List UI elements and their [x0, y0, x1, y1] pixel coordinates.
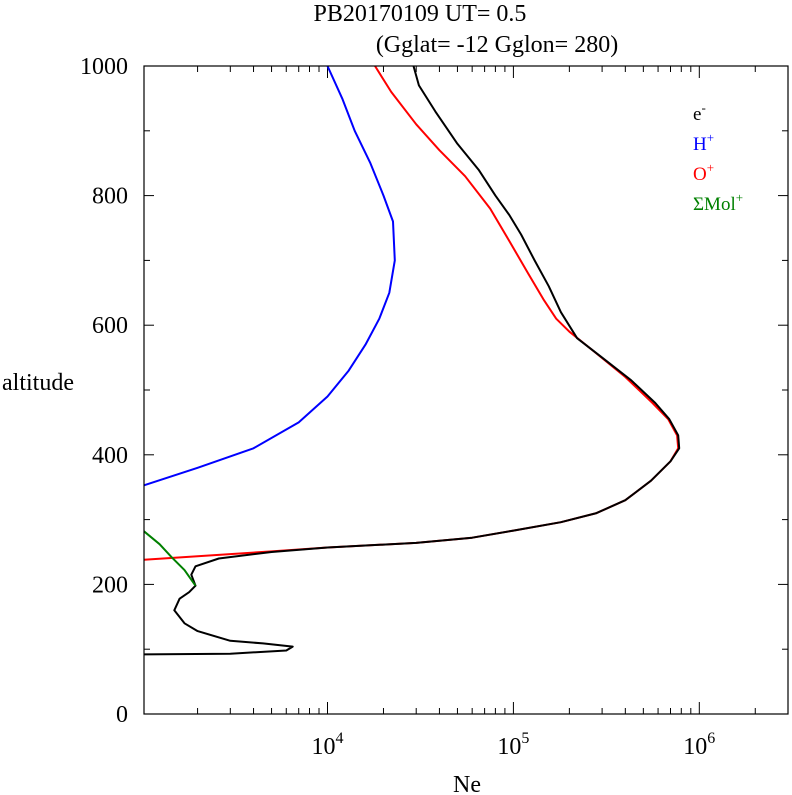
x-axis-label: Ne: [453, 772, 481, 795]
legend: e- H+ O+ ΣMol+: [693, 100, 743, 215]
x-tick-label: 106: [683, 730, 715, 760]
series-line: [143, 65, 681, 656]
series-line: [143, 65, 396, 487]
y-axis-label: altitude: [2, 370, 74, 396]
chart-subtitle: (Gglat= -12 Gglon= 280): [376, 32, 618, 58]
y-tick-label: 0: [116, 702, 128, 728]
axis-ticks: [144, 65, 789, 715]
legend-entry: ΣMol+: [693, 190, 743, 215]
series-line: [143, 65, 680, 561]
y-tick-label: 800: [92, 184, 128, 210]
y-tick-label: 200: [92, 572, 128, 598]
y-tick-labels: 0 200 400 600 800 1000: [80, 54, 128, 728]
x-tick-label: 104: [312, 730, 344, 760]
chart-title: PB20170109 UT= 0.5: [314, 1, 527, 27]
y-tick-label: 600: [92, 313, 128, 339]
y-tick-label: 400: [92, 443, 128, 469]
x-tick-labels: 104 105 106: [312, 730, 716, 760]
x-tick-label: 105: [497, 730, 529, 760]
plot-frame: [143, 65, 789, 715]
legend-entry: O+: [693, 160, 714, 185]
series-line: [143, 530, 197, 587]
legend-entry: H+: [693, 130, 714, 155]
y-tick-label: 1000: [80, 54, 128, 80]
legend-entry: e-: [693, 100, 706, 125]
series-lines: [143, 65, 681, 656]
